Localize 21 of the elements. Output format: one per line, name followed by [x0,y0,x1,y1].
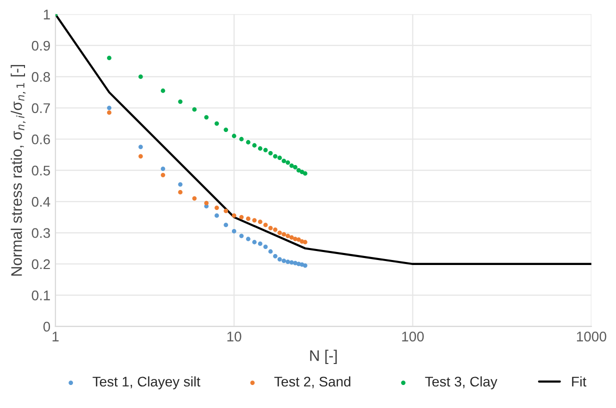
x-tick-label: 1000 [576,332,606,342]
y-tick-label: 0.3 [32,228,50,238]
legend-label: Test 1, Clayey silt [92,376,200,390]
y-tick-label: 0.5 [32,166,50,176]
y-tick-label: 0.6 [32,134,50,144]
x-axis-title: N [-] [310,350,337,364]
x-tick-label: 10 [227,332,242,342]
y-tick-label: 1 [44,10,50,20]
y-tick-label: 0.9 [32,40,50,51]
y-tick-label: 0.1 [32,290,50,300]
y-tick-label: 0.7 [32,103,50,114]
y-tick-label: 0 [43,322,50,332]
legend-label: Fit [572,376,586,387]
y-tick-label: 0.8 [32,72,50,82]
x-tick-label: 1 [52,332,59,342]
x-tick-label: 100 [402,332,424,342]
legend-label: Test 2, Sand [274,376,350,388]
y-tick-label: 0.4 [32,196,50,207]
y-tick-label: 0.2 [32,259,50,270]
y-axis-title: Normal stress ratio, σ$_{n,i}$/σ$_{n,1}$ [-] [10,64,26,276]
legend-label: Test 3, Clay [425,376,498,390]
